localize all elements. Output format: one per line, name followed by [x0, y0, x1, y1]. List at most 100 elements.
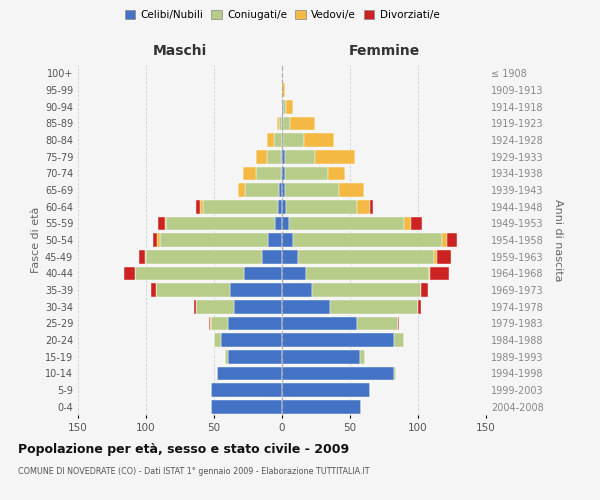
Bar — [290, 116, 314, 130]
Bar — [157, 233, 160, 247]
Bar — [279, 116, 282, 130]
Bar — [285, 183, 339, 197]
Bar — [285, 166, 328, 180]
Bar — [328, 166, 344, 180]
Bar — [421, 283, 428, 297]
Bar — [307, 266, 429, 280]
Bar — [357, 200, 370, 213]
Bar — [442, 233, 446, 247]
Bar — [285, 150, 314, 164]
Bar — [227, 350, 282, 364]
Bar — [286, 100, 293, 114]
Bar — [312, 283, 421, 297]
Bar — [196, 200, 200, 213]
Bar — [314, 150, 355, 164]
Bar — [279, 183, 282, 197]
Bar — [282, 266, 307, 280]
Bar — [282, 200, 286, 213]
Bar — [211, 316, 227, 330]
Bar — [139, 250, 145, 264]
Bar — [245, 183, 279, 197]
Bar — [298, 250, 434, 264]
Bar — [275, 216, 282, 230]
Bar — [238, 183, 245, 197]
Bar — [211, 383, 282, 397]
Bar — [283, 116, 290, 130]
Bar — [293, 233, 442, 247]
Bar — [242, 166, 256, 180]
Bar — [282, 233, 293, 247]
Bar — [282, 333, 394, 347]
Bar — [267, 150, 281, 164]
Bar — [282, 350, 359, 364]
Bar — [286, 200, 357, 213]
Bar — [282, 83, 285, 97]
Bar — [370, 200, 373, 213]
Bar — [160, 233, 268, 247]
Bar — [282, 100, 283, 114]
Bar — [262, 250, 282, 264]
Bar — [394, 333, 404, 347]
Bar — [151, 283, 155, 297]
Bar — [437, 250, 451, 264]
Bar — [282, 133, 283, 147]
Bar — [434, 250, 437, 264]
Bar — [282, 216, 289, 230]
Bar — [418, 300, 421, 314]
Bar — [210, 316, 211, 330]
Bar — [281, 166, 282, 180]
Bar — [244, 266, 282, 280]
Bar — [282, 400, 361, 413]
Bar — [429, 266, 430, 280]
Bar — [200, 200, 203, 213]
Bar — [289, 216, 404, 230]
Bar — [153, 233, 157, 247]
Bar — [278, 200, 282, 213]
Bar — [329, 300, 418, 314]
Bar — [283, 133, 304, 147]
Bar — [211, 400, 282, 413]
Bar — [267, 133, 274, 147]
Bar — [230, 283, 282, 297]
Bar — [124, 266, 135, 280]
Text: Popolazione per età, sesso e stato civile - 2009: Popolazione per età, sesso e stato civil… — [18, 442, 349, 456]
Bar — [158, 216, 165, 230]
Bar — [404, 216, 411, 230]
Bar — [281, 150, 282, 164]
Bar — [145, 250, 146, 264]
Bar — [339, 183, 364, 197]
Bar — [209, 316, 210, 330]
Y-axis label: Fasce di età: Fasce di età — [31, 207, 41, 273]
Bar — [256, 166, 281, 180]
Bar — [398, 316, 399, 330]
Bar — [282, 366, 394, 380]
Bar — [235, 300, 282, 314]
Text: Femmine: Femmine — [349, 44, 419, 59]
Bar — [446, 233, 457, 247]
Bar — [217, 366, 282, 380]
Bar — [282, 383, 370, 397]
Bar — [304, 133, 334, 147]
Bar — [282, 166, 285, 180]
Bar — [196, 300, 235, 314]
Bar — [411, 216, 422, 230]
Bar — [268, 233, 282, 247]
Bar — [282, 283, 312, 297]
Text: COMUNE DI NOVEDRATE (CO) - Dati ISTAT 1° gennaio 2009 - Elaborazione TUTTITALIA.: COMUNE DI NOVEDRATE (CO) - Dati ISTAT 1°… — [18, 468, 370, 476]
Bar — [430, 266, 449, 280]
Text: Maschi: Maschi — [153, 44, 207, 59]
Bar — [283, 100, 286, 114]
Bar — [274, 133, 282, 147]
Bar — [227, 316, 282, 330]
Bar — [359, 350, 365, 364]
Bar — [282, 150, 285, 164]
Bar — [282, 183, 285, 197]
Bar — [146, 250, 262, 264]
Bar — [277, 116, 279, 130]
Bar — [394, 366, 396, 380]
Legend: Celibi/Nubili, Coniugati/e, Vedovi/e, Divorziati/e: Celibi/Nubili, Coniugati/e, Vedovi/e, Di… — [122, 8, 442, 22]
Bar — [166, 216, 275, 230]
Bar — [165, 216, 166, 230]
Bar — [282, 300, 329, 314]
Bar — [282, 250, 298, 264]
